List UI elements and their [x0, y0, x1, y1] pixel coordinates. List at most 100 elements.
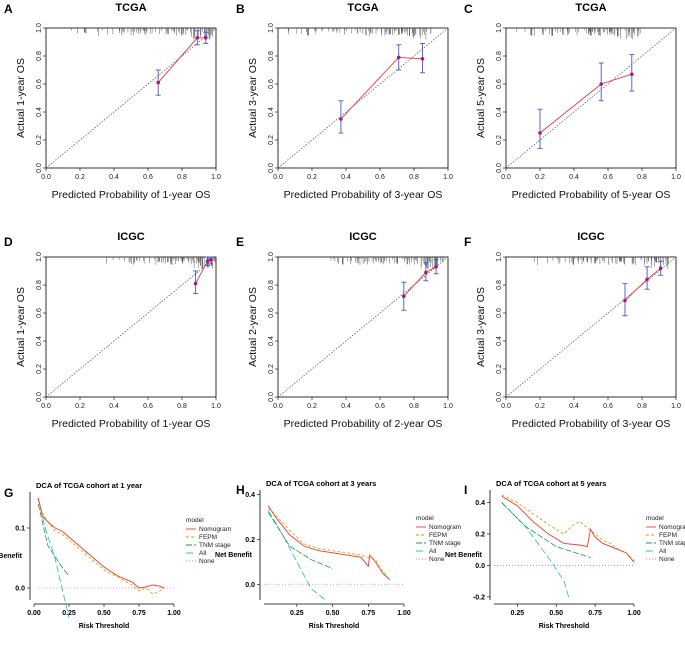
x-tick-label: 0.25: [62, 610, 76, 617]
data-point: [339, 117, 343, 121]
legend-entry: Nomogram: [659, 524, 685, 531]
data-point: [645, 277, 649, 282]
error-bar: [537, 108, 543, 149]
x-tick-label: 0.4: [341, 174, 351, 181]
x-axis-label: Risk Threshold: [79, 623, 130, 630]
y-tick-label: 0.8: [496, 51, 503, 61]
legend-title: model: [416, 515, 434, 522]
x-axis-label: Predicted Probability of 1-year OS: [52, 418, 211, 430]
y-tick-label: 0.8: [496, 280, 503, 290]
y-axis-label: Actual 5-year OS: [475, 58, 487, 138]
x-tick-label: 1.0: [671, 403, 681, 410]
y-tick-label: 0.4: [496, 107, 503, 117]
plot-frame: [505, 27, 677, 169]
x-tick-label: 0.8: [409, 403, 419, 410]
y-tick-label: 0.0: [36, 392, 43, 402]
ideal-diagonal: [277, 256, 449, 398]
ideal-diagonal: [45, 256, 217, 398]
x-tick-label: 1.00: [167, 610, 181, 617]
y-tick-label: 0.2: [36, 135, 43, 145]
y-tick-label: 0.4: [496, 336, 503, 346]
y-tick-label: 0.4: [36, 107, 43, 117]
x-tick-label: 0.8: [409, 174, 419, 181]
x-tick-label: 0.4: [109, 174, 119, 181]
calibration-panel-e: E ICGC 0.00.0 0.2 0.2 0.4 0.4 0.6 0.6 0.8 0.8 1.0 1.…: [236, 231, 453, 430]
x-tick-label: 0.25: [511, 610, 525, 617]
x-tick-label: 0.0: [501, 174, 511, 181]
legend-title: model: [186, 517, 204, 524]
x-tick-label: 0.2: [307, 403, 317, 410]
x-tick-label: 0.6: [603, 174, 613, 181]
y-tick-label: 0.0: [496, 392, 503, 402]
legend-entry: TNM stage: [199, 542, 231, 549]
ideal-diagonal: [277, 27, 449, 169]
panel-letter: B: [236, 2, 245, 16]
data-point: [209, 258, 213, 262]
data-point: [204, 36, 208, 40]
panel-letter: H: [236, 483, 245, 497]
x-tick-label: 0.2: [307, 174, 317, 181]
calibration-panel-a: A TCGA 0.00.0 0.2 0.2 0.4 0.4 0.6 0.6 0.8 0.8 1.0 1.…: [4, 2, 221, 201]
calibration-panel-d: D ICGC 0.00.0 0.2 0.2 0.4 0.4 0.6 0.6 0.8 0.8 1.0 1.…: [4, 231, 221, 430]
y-tick-label: 0.2: [268, 364, 275, 374]
x-axis-label: Predicted Probability of 5-year OS: [512, 189, 671, 201]
data-point: [599, 82, 603, 86]
x-tick-label: 0.2: [75, 403, 85, 410]
y-tick-label: 0.4: [245, 492, 255, 499]
series-line-all: [267, 510, 326, 601]
y-tick-label: 0.4: [36, 336, 43, 346]
x-tick-label: 1.00: [627, 610, 641, 617]
rug-marks: [330, 257, 445, 269]
x-tick-label: 0.50: [97, 610, 111, 617]
y-tick-label: 0.8: [268, 51, 275, 61]
data-point: [195, 36, 200, 40]
x-tick-label: 0.0: [41, 174, 51, 181]
panel-title: ICGC: [577, 231, 605, 243]
legend-entry: TNM stage: [659, 540, 685, 547]
x-tick-label: 0.2: [535, 174, 545, 181]
x-tick-label: 0.6: [603, 403, 613, 410]
y-tick-label: 0.2: [36, 364, 43, 374]
dca-panel-g: G DCA of TCGA cohort at 1 year 0.00 0.25 0.5…: [0, 481, 231, 630]
series-line-all: [501, 502, 570, 597]
ideal-diagonal: [45, 27, 217, 169]
x-tick-label: 0.00: [27, 610, 41, 617]
panel-letter: E: [236, 235, 244, 249]
y-tick-label: 0.2: [475, 532, 485, 539]
y-axis-label: Net Benefit: [215, 552, 253, 559]
data-point: [538, 131, 542, 135]
y-tick-label: 0.0: [475, 563, 485, 570]
calibration-panel-f: F ICGC 0.00.0 0.2 0.2 0.4 0.4 0.6 0.6 0.8 0.8 1.0 1.…: [464, 231, 681, 430]
y-tick-label: 0.0: [496, 163, 503, 173]
y-tick-label: 0.0: [268, 392, 275, 402]
y-tick-label: 0.8: [268, 280, 275, 290]
ideal-diagonal: [505, 256, 677, 398]
data-point: [396, 55, 401, 60]
x-tick-label: 1.00: [397, 610, 411, 617]
y-tick-label: -0.2: [473, 594, 485, 601]
y-tick-label: 0.0: [36, 163, 43, 173]
series-line-fepm: [37, 497, 165, 595]
x-tick-label: 0.2: [535, 403, 545, 410]
error-bar: [598, 62, 604, 102]
calibration-panel-c: C TCGA 0.00.0 0.2 0.2 0.4 0.4 0.6 0.6 0.8 0.8 1.0 1.…: [464, 2, 681, 201]
x-tick-label: 0.75: [361, 610, 375, 617]
x-tick-label: 0.8: [177, 174, 187, 181]
data-point: [402, 294, 406, 299]
y-tick-label: 0.8: [36, 280, 43, 290]
data-point: [630, 72, 634, 76]
data-point: [623, 298, 627, 303]
y-axis-label: Actual 3-year OS: [247, 58, 259, 138]
panel-letter: F: [464, 235, 471, 249]
series-line-nomogram: [501, 495, 635, 563]
y-tick-label: 0.1: [15, 526, 25, 533]
x-tick-label: 0.50: [549, 610, 563, 617]
series-line-tnm-stage: [501, 502, 591, 558]
x-axis-label: Risk Threshold: [539, 623, 590, 630]
series-line-tnm-stage: [267, 512, 333, 569]
x-tick-label: 0.8: [637, 174, 647, 181]
x-axis-label: Risk Threshold: [309, 623, 360, 630]
y-tick-label: 0.6: [268, 308, 275, 318]
